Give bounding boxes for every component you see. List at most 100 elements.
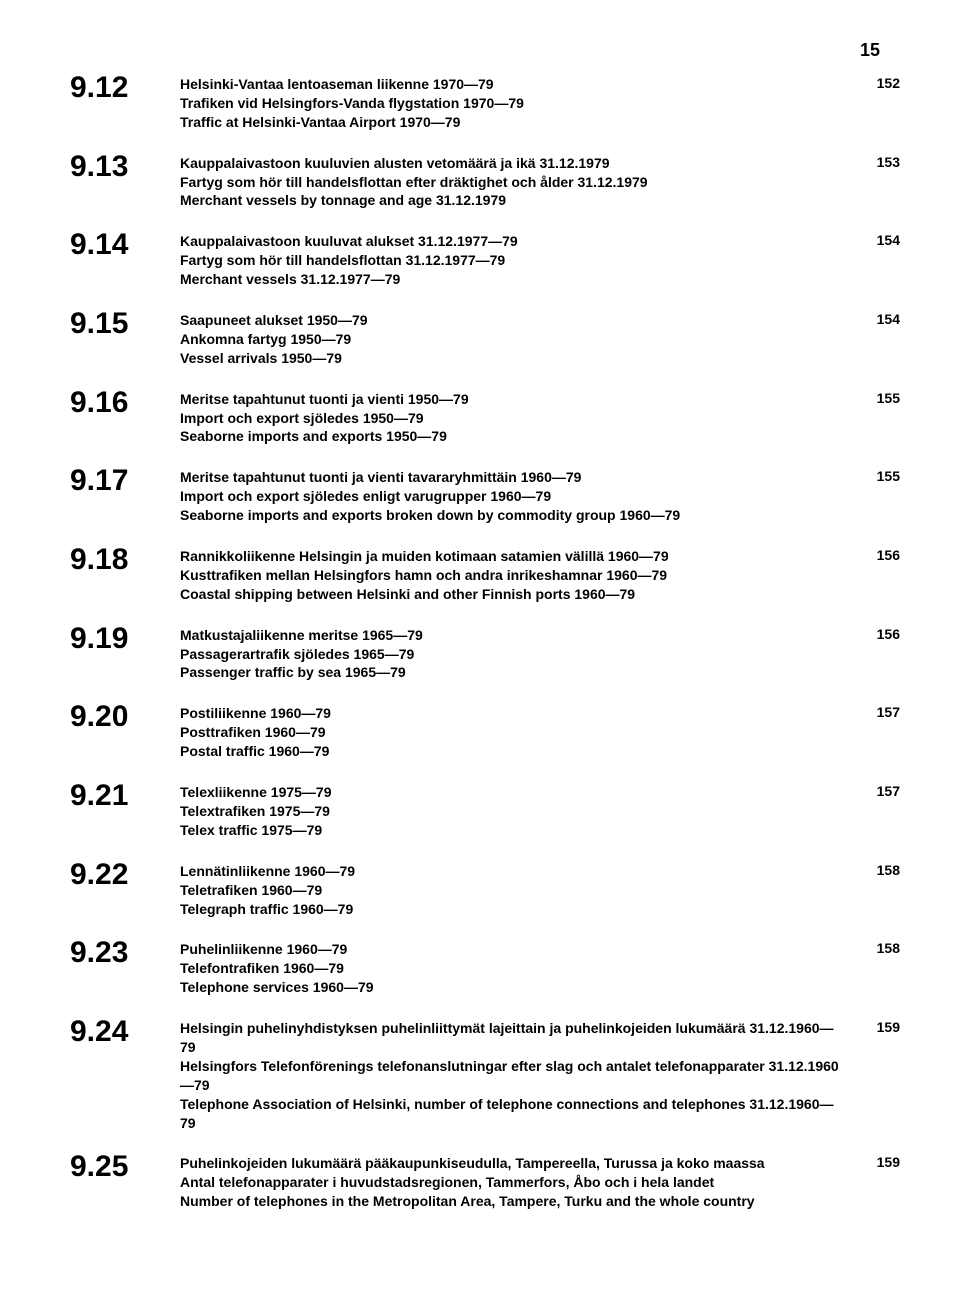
entry-page: 154 bbox=[840, 228, 900, 248]
toc-entry: 9.12Helsinki-Vantaa lentoaseman liikenne… bbox=[70, 71, 900, 132]
entry-line: Fartyg som hör till handelsflottan efter… bbox=[180, 173, 840, 192]
entry-body: Meritse tapahtunut tuonti ja vienti 1950… bbox=[180, 386, 840, 447]
toc-entry: 9.19Matkustajaliikenne meritse 1965—79Pa… bbox=[70, 622, 900, 683]
entry-line: Import och export sjöledes 1950—79 bbox=[180, 409, 840, 428]
entry-line: Telextrafiken 1975—79 bbox=[180, 802, 840, 821]
entry-line: Kusttrafiken mellan Helsingfors hamn och… bbox=[180, 566, 840, 585]
entry-body: Helsingin puhelinyhdistyksen puhelinliit… bbox=[180, 1015, 840, 1132]
entry-line: Seaborne imports and exports broken down… bbox=[180, 506, 840, 525]
toc-entry: 9.14Kauppalaivastoon kuuluvat alukset 31… bbox=[70, 228, 900, 289]
entry-line: Posttrafiken 1960—79 bbox=[180, 723, 840, 742]
entry-line: Telexliikenne 1975—79 bbox=[180, 783, 840, 802]
entry-line: Meritse tapahtunut tuonti ja vienti 1950… bbox=[180, 390, 840, 409]
entry-line: Passagerartrafik sjöledes 1965—79 bbox=[180, 645, 840, 664]
entry-line: Ankomna fartyg 1950—79 bbox=[180, 330, 840, 349]
entry-line: Helsinki-Vantaa lentoaseman liikenne 197… bbox=[180, 75, 840, 94]
entry-number: 9.18 bbox=[70, 543, 180, 576]
entry-body: Puhelinkojeiden lukumäärä pääkaupunkiseu… bbox=[180, 1150, 840, 1211]
entry-line: Postal traffic 1960—79 bbox=[180, 742, 840, 761]
entry-line: Puhelinkojeiden lukumäärä pääkaupunkiseu… bbox=[180, 1154, 840, 1173]
entry-number: 9.13 bbox=[70, 150, 180, 183]
entry-line: Seaborne imports and exports 1950—79 bbox=[180, 427, 840, 446]
entry-line: Merchant vessels by tonnage and age 31.1… bbox=[180, 191, 840, 210]
entry-number: 9.24 bbox=[70, 1015, 180, 1048]
entry-body: Kauppalaivastoon kuuluvat alukset 31.12.… bbox=[180, 228, 840, 289]
entry-page: 157 bbox=[840, 700, 900, 720]
page-number-top: 15 bbox=[70, 40, 900, 61]
entry-number: 9.17 bbox=[70, 464, 180, 497]
entry-line: Fartyg som hör till handelsflottan 31.12… bbox=[180, 251, 840, 270]
entry-body: Matkustajaliikenne meritse 1965—79Passag… bbox=[180, 622, 840, 683]
entry-line: Matkustajaliikenne meritse 1965—79 bbox=[180, 626, 840, 645]
entry-number: 9.15 bbox=[70, 307, 180, 340]
entry-body: Saapuneet alukset 1950—79Ankomna fartyg … bbox=[180, 307, 840, 368]
entry-page: 158 bbox=[840, 858, 900, 878]
entry-line: Helsingfors Telefonförenings telefonansl… bbox=[180, 1057, 840, 1095]
entry-page: 155 bbox=[840, 386, 900, 406]
entry-line: Vessel arrivals 1950—79 bbox=[180, 349, 840, 368]
toc-entry: 9.20Postiliikenne 1960—79Posttrafiken 19… bbox=[70, 700, 900, 761]
entry-line: Helsingin puhelinyhdistyksen puhelinliit… bbox=[180, 1019, 840, 1057]
entry-line: Telefontrafiken 1960—79 bbox=[180, 959, 840, 978]
entry-page: 156 bbox=[840, 622, 900, 642]
entry-line: Teletrafiken 1960—79 bbox=[180, 881, 840, 900]
entry-line: Trafiken vid Helsingfors-Vanda flygstati… bbox=[180, 94, 840, 113]
entry-number: 9.23 bbox=[70, 936, 180, 969]
entry-line: Merchant vessels 31.12.1977—79 bbox=[180, 270, 840, 289]
entry-body: Telexliikenne 1975—79Telextrafiken 1975—… bbox=[180, 779, 840, 840]
toc-entry: 9.22Lennätinliikenne 1960—79Teletrafiken… bbox=[70, 858, 900, 919]
toc-entry: 9.15Saapuneet alukset 1950—79Ankomna far… bbox=[70, 307, 900, 368]
toc-entries: 9.12Helsinki-Vantaa lentoaseman liikenne… bbox=[70, 71, 900, 1211]
entry-body: Lennätinliikenne 1960—79Teletrafiken 196… bbox=[180, 858, 840, 919]
entry-number: 9.14 bbox=[70, 228, 180, 261]
entry-line: Meritse tapahtunut tuonti ja vienti tava… bbox=[180, 468, 840, 487]
toc-entry: 9.24Helsingin puhelinyhdistyksen puhelin… bbox=[70, 1015, 900, 1132]
entry-line: Telephone services 1960—79 bbox=[180, 978, 840, 997]
entry-line: Coastal shipping between Helsinki and ot… bbox=[180, 585, 840, 604]
entry-page: 153 bbox=[840, 150, 900, 170]
entry-number: 9.19 bbox=[70, 622, 180, 655]
toc-entry: 9.25Puhelinkojeiden lukumäärä pääkaupunk… bbox=[70, 1150, 900, 1211]
toc-entry: 9.21Telexliikenne 1975—79Telextrafiken 1… bbox=[70, 779, 900, 840]
entry-number: 9.25 bbox=[70, 1150, 180, 1183]
entry-body: Puhelinliikenne 1960—79Telefontrafiken 1… bbox=[180, 936, 840, 997]
entry-page: 152 bbox=[840, 71, 900, 91]
entry-page: 159 bbox=[840, 1015, 900, 1035]
entry-page: 158 bbox=[840, 936, 900, 956]
entry-page: 159 bbox=[840, 1150, 900, 1170]
entry-body: Rannikkoliikenne Helsingin ja muiden kot… bbox=[180, 543, 840, 604]
entry-line: Telephone Association of Helsinki, numbe… bbox=[180, 1095, 840, 1133]
entry-line: Rannikkoliikenne Helsingin ja muiden kot… bbox=[180, 547, 840, 566]
entry-line: Kauppalaivastoon kuuluvien alusten vetom… bbox=[180, 154, 840, 173]
entry-number: 9.12 bbox=[70, 71, 180, 104]
entry-line: Postiliikenne 1960—79 bbox=[180, 704, 840, 723]
entry-line: Lennätinliikenne 1960—79 bbox=[180, 862, 840, 881]
entry-line: Kauppalaivastoon kuuluvat alukset 31.12.… bbox=[180, 232, 840, 251]
entry-line: Passenger traffic by sea 1965—79 bbox=[180, 663, 840, 682]
toc-entry: 9.17Meritse tapahtunut tuonti ja vienti … bbox=[70, 464, 900, 525]
entry-line: Import och export sjöledes enligt varugr… bbox=[180, 487, 840, 506]
entry-number: 9.21 bbox=[70, 779, 180, 812]
entry-line: Saapuneet alukset 1950—79 bbox=[180, 311, 840, 330]
entry-number: 9.20 bbox=[70, 700, 180, 733]
entry-body: Meritse tapahtunut tuonti ja vienti tava… bbox=[180, 464, 840, 525]
entry-body: Postiliikenne 1960—79Posttrafiken 1960—7… bbox=[180, 700, 840, 761]
entry-page: 156 bbox=[840, 543, 900, 563]
toc-entry: 9.16Meritse tapahtunut tuonti ja vienti … bbox=[70, 386, 900, 447]
entry-line: Telex traffic 1975—79 bbox=[180, 821, 840, 840]
entry-number: 9.16 bbox=[70, 386, 180, 419]
entry-line: Traffic at Helsinki-Vantaa Airport 1970—… bbox=[180, 113, 840, 132]
entry-line: Telegraph traffic 1960—79 bbox=[180, 900, 840, 919]
entry-page: 154 bbox=[840, 307, 900, 327]
entry-body: Kauppalaivastoon kuuluvien alusten vetom… bbox=[180, 150, 840, 211]
entry-page: 157 bbox=[840, 779, 900, 799]
entry-line: Antal telefonapparater i huvudstadsregio… bbox=[180, 1173, 840, 1192]
entry-line: Puhelinliikenne 1960—79 bbox=[180, 940, 840, 959]
toc-entry: 9.23Puhelinliikenne 1960—79Telefontrafik… bbox=[70, 936, 900, 997]
entry-line: Number of telephones in the Metropolitan… bbox=[180, 1192, 840, 1211]
entry-number: 9.22 bbox=[70, 858, 180, 891]
toc-entry: 9.18Rannikkoliikenne Helsingin ja muiden… bbox=[70, 543, 900, 604]
entry-page: 155 bbox=[840, 464, 900, 484]
toc-entry: 9.13Kauppalaivastoon kuuluvien alusten v… bbox=[70, 150, 900, 211]
entry-body: Helsinki-Vantaa lentoaseman liikenne 197… bbox=[180, 71, 840, 132]
